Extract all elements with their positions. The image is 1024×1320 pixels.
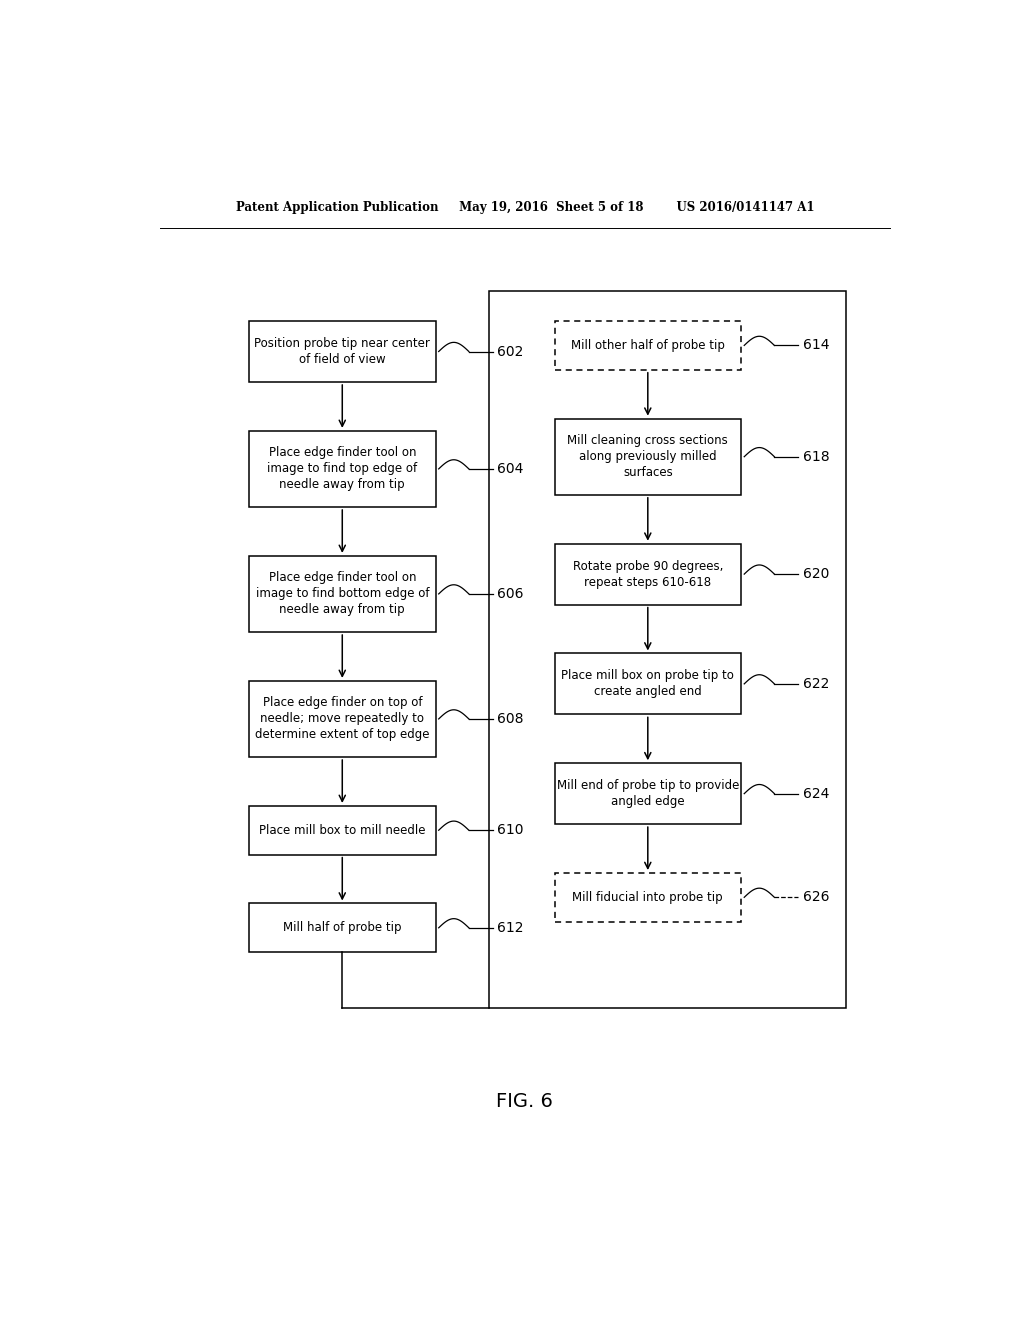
- Text: 612: 612: [498, 921, 524, 935]
- FancyBboxPatch shape: [555, 321, 741, 370]
- Text: 622: 622: [803, 677, 829, 690]
- Text: Mill other half of probe tip: Mill other half of probe tip: [570, 339, 725, 352]
- FancyBboxPatch shape: [555, 873, 741, 921]
- Text: 602: 602: [498, 345, 524, 359]
- FancyBboxPatch shape: [249, 805, 435, 854]
- FancyBboxPatch shape: [555, 763, 741, 824]
- Text: Mill fiducial into probe tip: Mill fiducial into probe tip: [572, 891, 723, 904]
- Text: Position probe tip near center
of field of view: Position probe tip near center of field …: [254, 337, 430, 366]
- Text: 618: 618: [803, 450, 829, 463]
- Text: 624: 624: [803, 787, 829, 801]
- Text: 626: 626: [803, 890, 829, 904]
- FancyBboxPatch shape: [249, 556, 435, 632]
- Text: Place edge finder tool on
image to find bottom edge of
needle away from tip: Place edge finder tool on image to find …: [256, 572, 429, 616]
- Text: Mill end of probe tip to provide
angled edge: Mill end of probe tip to provide angled …: [557, 779, 739, 808]
- FancyBboxPatch shape: [249, 430, 435, 507]
- FancyBboxPatch shape: [249, 903, 435, 952]
- Bar: [489, 290, 846, 1008]
- Text: 614: 614: [803, 338, 829, 352]
- Text: Mill half of probe tip: Mill half of probe tip: [283, 921, 401, 935]
- FancyBboxPatch shape: [555, 544, 741, 605]
- Text: Place edge finder on top of
needle; move repeatedly to
determine extent of top e: Place edge finder on top of needle; move…: [255, 697, 429, 742]
- Text: 606: 606: [498, 587, 524, 601]
- Text: Patent Application Publication     May 19, 2016  Sheet 5 of 18        US 2016/01: Patent Application Publication May 19, 2…: [236, 201, 814, 214]
- Text: 610: 610: [498, 824, 524, 837]
- Text: 608: 608: [498, 711, 524, 726]
- FancyBboxPatch shape: [249, 681, 435, 758]
- FancyBboxPatch shape: [555, 418, 741, 495]
- Text: 620: 620: [803, 568, 829, 581]
- Text: 604: 604: [498, 462, 524, 477]
- FancyBboxPatch shape: [249, 321, 435, 381]
- Text: Place mill box on probe tip to
create angled end: Place mill box on probe tip to create an…: [561, 669, 734, 698]
- Text: Place mill box to mill needle: Place mill box to mill needle: [259, 824, 426, 837]
- Text: Rotate probe 90 degrees,
repeat steps 610-618: Rotate probe 90 degrees, repeat steps 61…: [572, 560, 723, 589]
- FancyBboxPatch shape: [555, 653, 741, 714]
- Text: Place edge finder tool on
image to find top edge of
needle away from tip: Place edge finder tool on image to find …: [267, 446, 418, 491]
- Text: FIG. 6: FIG. 6: [497, 1092, 553, 1111]
- Text: Mill cleaning cross sections
along previously milled
surfaces: Mill cleaning cross sections along previ…: [567, 434, 728, 479]
